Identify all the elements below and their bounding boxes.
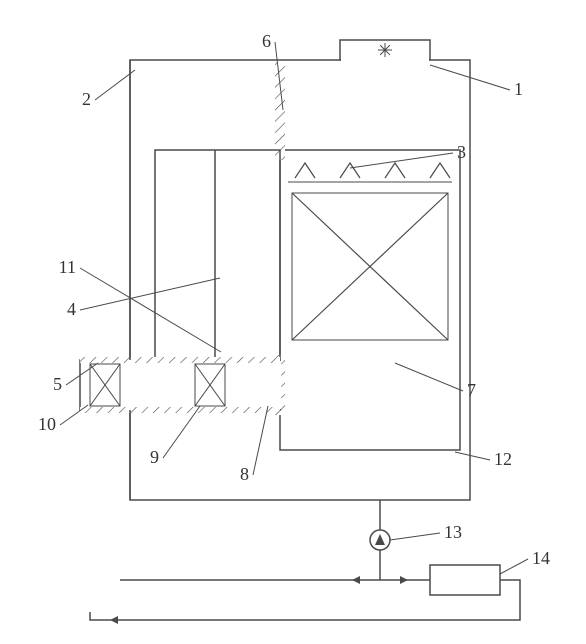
leader-line [80, 268, 221, 352]
schematic-canvas: 1234567891011121314 [0, 0, 586, 644]
leader-line [390, 533, 440, 540]
label-13: 13 [444, 522, 462, 542]
arrow-right-icon [400, 576, 408, 584]
spray-nozzle [385, 163, 405, 178]
leader-line [455, 452, 490, 460]
label-11: 11 [59, 257, 76, 277]
label-9: 9 [150, 447, 159, 467]
leader-line [395, 363, 463, 391]
arrow-left-icon [352, 576, 360, 584]
spray-nozzle [430, 163, 450, 178]
leader-line [500, 559, 528, 574]
label-10: 10 [38, 414, 56, 434]
leader-line [163, 406, 200, 458]
label-1: 1 [514, 79, 523, 99]
spray-nozzle [295, 163, 315, 178]
duct-bottom-edge [80, 407, 280, 413]
spray-nozzle [340, 163, 360, 178]
inner-chamber [280, 150, 460, 450]
main-housing [130, 60, 470, 500]
label-14: 14 [532, 548, 550, 568]
label-5: 5 [53, 374, 62, 394]
divider-top [275, 62, 285, 160]
leader-line [80, 278, 220, 310]
left-panel [155, 150, 280, 360]
duct-top-edge [80, 357, 280, 363]
label-7: 7 [467, 380, 476, 400]
leader-line [95, 70, 135, 100]
label-12: 12 [494, 449, 512, 469]
arrow-return-icon [110, 616, 118, 624]
device-14 [430, 565, 500, 595]
label-6: 6 [262, 31, 271, 51]
label-2: 2 [82, 89, 91, 109]
air-duct [80, 360, 280, 410]
label-8: 8 [240, 464, 249, 484]
leader-line [253, 406, 268, 475]
label-3: 3 [457, 142, 466, 162]
leader-line [60, 405, 88, 425]
label-4: 4 [67, 299, 76, 319]
